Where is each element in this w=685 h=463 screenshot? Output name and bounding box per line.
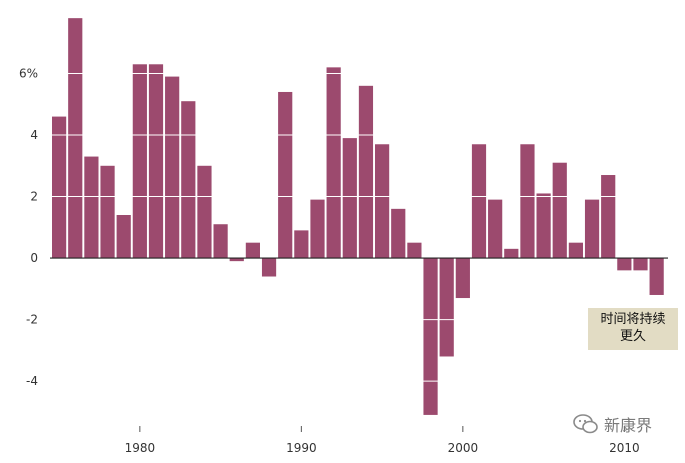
bar-1994 <box>358 85 374 259</box>
y-tick-label: -4 <box>26 374 38 388</box>
watermark-text: 新康界 <box>604 416 653 435</box>
watermark: 新康界 <box>572 412 652 436</box>
y-axis-ticks: 6% 4 2 0 -2 -4 <box>19 67 38 389</box>
bar-1983 <box>181 101 196 259</box>
bar-1997 <box>407 242 422 259</box>
y-tick-label: -2 <box>26 313 38 327</box>
bar-1988 <box>261 258 277 277</box>
bar-1995 <box>375 144 390 259</box>
bar-2012 <box>649 258 664 295</box>
bar-1999 <box>439 258 454 357</box>
bar-1990 <box>294 230 309 259</box>
bar-1977 <box>84 156 99 259</box>
bar-1979 <box>116 215 131 259</box>
bar-2000 <box>455 258 470 299</box>
bar-1980 <box>132 64 147 259</box>
bar-1985 <box>213 224 228 259</box>
annotation-line-1: 时间将持续 <box>600 312 666 327</box>
bar-1986 <box>229 258 244 262</box>
bar-1984 <box>197 165 212 259</box>
bar-1989 <box>278 91 293 259</box>
bar-1998 <box>423 258 438 415</box>
bars-group <box>50 18 668 415</box>
bar-1987 <box>245 242 260 259</box>
bar-2010 <box>617 258 632 271</box>
y-tick-label: 6% <box>19 67 38 81</box>
bar-2005 <box>536 193 551 259</box>
bar-1981 <box>148 64 164 259</box>
bar-1982 <box>165 76 180 259</box>
bar-1978 <box>100 165 115 259</box>
bar-2004 <box>520 144 535 259</box>
bar-1993 <box>342 138 357 259</box>
annotation-line-2: 更久 <box>619 329 646 344</box>
bar-1991 <box>310 199 325 259</box>
x-tick-label: 1990 <box>286 441 317 455</box>
wechat-icon <box>573 414 598 434</box>
x-tick-label: 1980 <box>125 441 156 455</box>
x-tick-label: 2010 <box>609 441 640 455</box>
bar-2007 <box>568 242 583 259</box>
bar-2002 <box>488 199 503 259</box>
y-tick-label: 0 <box>30 251 38 265</box>
bar-2011 <box>633 258 648 271</box>
annotation-box: 时间将持续 更久 <box>588 308 678 350</box>
bar-2008 <box>584 199 600 259</box>
bar-2003 <box>504 248 519 259</box>
bar-1976 <box>68 18 83 259</box>
bar-2006 <box>552 162 567 259</box>
x-tick-label: 2000 <box>448 441 479 455</box>
bar-1996 <box>391 208 406 259</box>
bar-1975 <box>52 116 67 259</box>
y-tick-label: 2 <box>30 190 38 204</box>
x-axis-ticks: 1980 1990 2000 2010 <box>125 426 640 455</box>
bar-1992 <box>326 67 341 259</box>
bar-2001 <box>471 144 487 259</box>
bar-2009 <box>601 175 616 259</box>
y-tick-label: 4 <box>30 128 38 142</box>
